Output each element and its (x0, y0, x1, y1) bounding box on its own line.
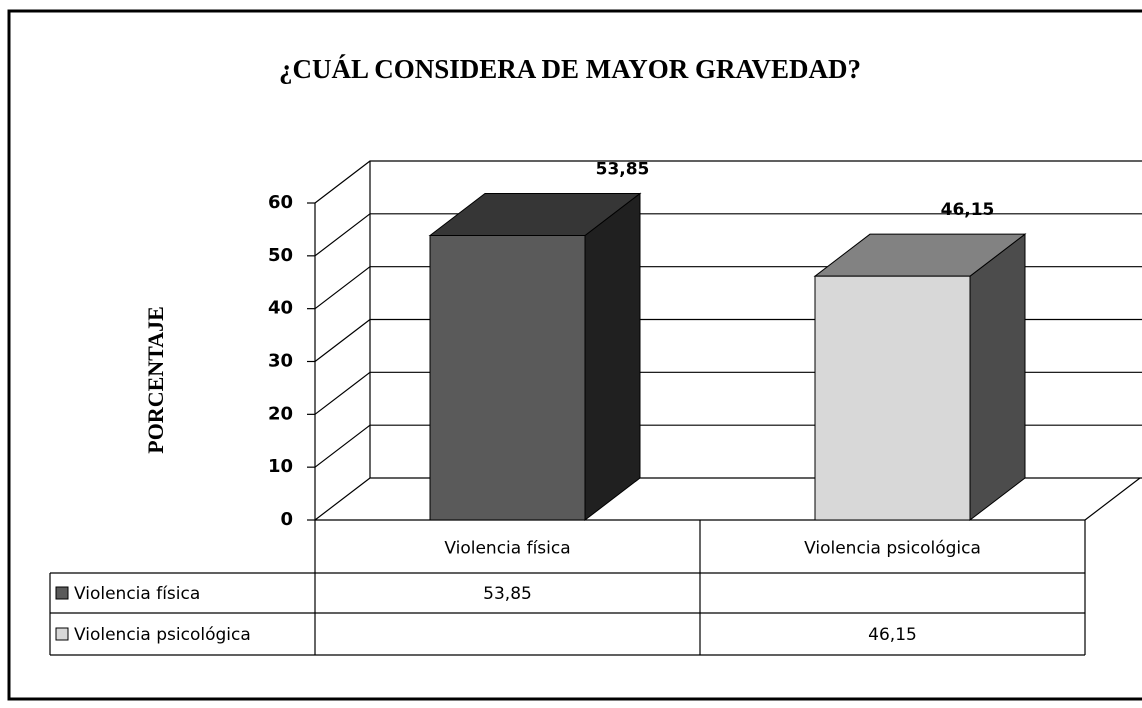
grid-line (314, 160, 1142, 204)
frame (7, 9, 1142, 701)
y-axis-label: PORCENTAJE (143, 306, 168, 454)
bar-side (969, 233, 1026, 522)
x-tick-label: Violencia física (444, 539, 570, 559)
bar (814, 275, 971, 521)
bar-side (584, 192, 641, 522)
x-tick-label: Violencia psicológica (804, 539, 981, 559)
table-value: 53,85 (483, 584, 532, 604)
legend-key (55, 627, 69, 641)
y-tick-label: 60 (268, 192, 293, 213)
chart-title: ¿CUÁL CONSIDERA DE MAYOR GRAVEDAD? (279, 54, 861, 84)
legend-label: Violencia psicológica (74, 625, 251, 645)
y-tick-label: 10 (268, 456, 293, 477)
data-label: 53,85 (596, 159, 650, 179)
data-label: 46,15 (941, 200, 995, 220)
table-value: 46,15 (868, 625, 917, 645)
y-tick-label: 40 (268, 298, 293, 319)
grid-line (314, 213, 1142, 257)
y-tick-label: 20 (268, 403, 293, 424)
y-tick-label: 30 (268, 351, 293, 372)
bar (429, 234, 586, 521)
legend-label: Violencia física (74, 584, 200, 604)
y-tick-label: 50 (268, 245, 293, 266)
legend-key (55, 586, 69, 600)
y-tick-label: 0 (280, 509, 293, 530)
